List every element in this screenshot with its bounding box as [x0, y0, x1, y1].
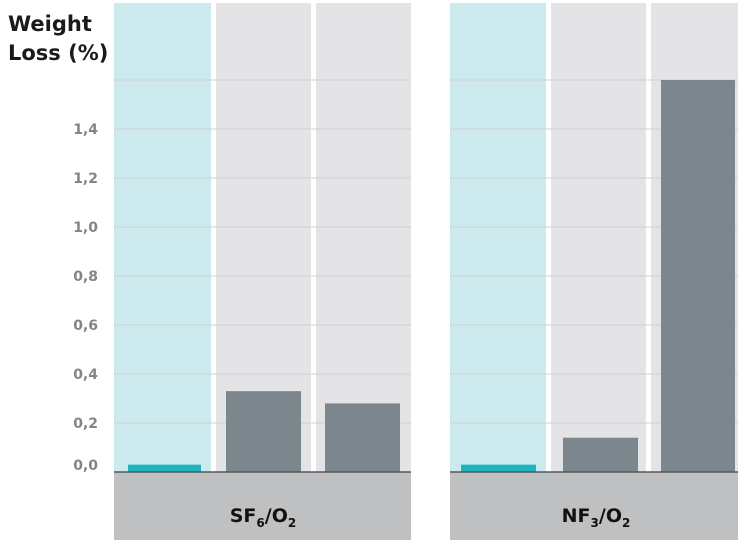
bar: [325, 403, 400, 472]
y-tick-label: 1,0: [73, 220, 98, 236]
bar: [563, 437, 638, 472]
category-base: [114, 472, 411, 540]
panel-column: [551, 3, 646, 472]
y-axis-label-line-2: Loss (%): [8, 41, 108, 65]
panel-column: [114, 3, 211, 472]
category-bases: [114, 471, 738, 540]
y-tick-labels: 0,0 0,2 0,4 0,6 0,8 1,0 1,2 1,4: [73, 122, 98, 474]
y-axis-label-line-1: Weight: [8, 12, 92, 36]
y-tick-label: 0,4: [73, 367, 98, 383]
panel-column: [450, 3, 546, 472]
y-tick-label: 0,2: [73, 416, 98, 432]
y-tick-label: 0,0: [73, 458, 98, 474]
y-tick-label: 0,6: [73, 318, 98, 334]
panels: [114, 3, 738, 472]
category-base: [450, 472, 738, 540]
bar: [461, 464, 536, 472]
bar: [128, 464, 201, 472]
panel-column: [316, 3, 411, 472]
group-label-nf3-o2: NF3/O2: [562, 505, 631, 530]
bars: [128, 80, 735, 472]
y-tick-label: 1,4: [73, 122, 98, 138]
group-label-sf6-o2: SF6/O2: [230, 505, 296, 530]
y-tick-label: 1,2: [73, 171, 98, 187]
bar: [661, 80, 735, 472]
y-tick-label: 0,8: [73, 269, 98, 285]
bar: [226, 391, 301, 472]
